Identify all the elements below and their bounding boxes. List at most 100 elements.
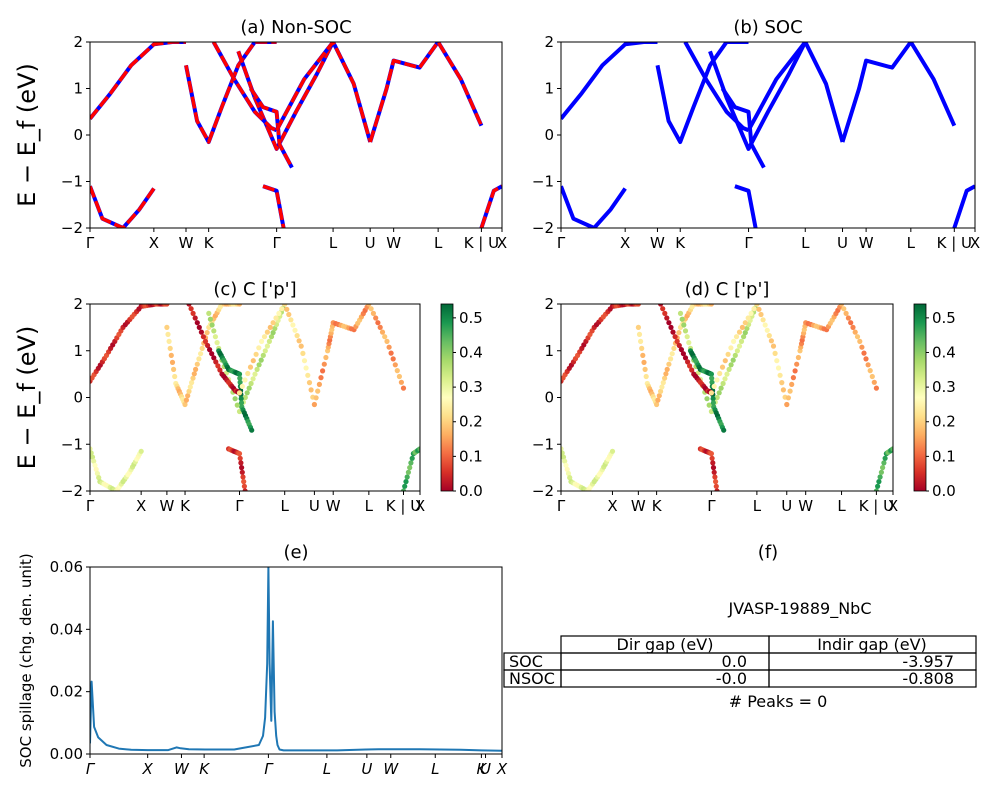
band-point (90, 450, 94, 456)
plot-area (90, 42, 502, 228)
band-point (188, 306, 194, 312)
band-line-0 (90, 42, 186, 120)
band-point (741, 334, 747, 340)
colorbar (913, 303, 927, 492)
band-point (196, 356, 202, 362)
band-point (662, 310, 668, 316)
band-point (709, 379, 715, 385)
band-point (202, 338, 209, 344)
band-point (270, 330, 276, 336)
band-point (714, 394, 720, 401)
colorbar-tick-label: 0.0 (932, 482, 956, 500)
band-point (207, 347, 213, 353)
band-point (562, 458, 568, 464)
x-tick-label: K (204, 234, 215, 252)
band-point (400, 385, 407, 391)
band-point (370, 310, 376, 316)
band-point (680, 351, 687, 357)
panel-c-projected: 210−1−2Γ X W K Γ L U W L K | UX(c) C ['p']E − E_f… (13, 279, 483, 515)
band-point (91, 458, 97, 464)
band-point (708, 451, 715, 457)
band-point (790, 375, 797, 381)
y-tick-label: 2 (73, 295, 83, 313)
band-point (256, 362, 262, 368)
material-id: JVASP-19889_NbC (727, 599, 871, 619)
band-point (772, 350, 778, 356)
x-tick-label: K | U (464, 234, 499, 252)
band-line-6 (746, 42, 845, 143)
band-point (709, 375, 715, 381)
colorbar (440, 303, 454, 492)
band-point (682, 355, 689, 361)
band-point (841, 306, 847, 312)
band-point (194, 361, 200, 367)
band-point (138, 448, 144, 454)
panel-title: (d) C ['p'] (685, 279, 770, 300)
band-point (774, 358, 780, 364)
band-point (682, 328, 689, 334)
band-point (708, 371, 715, 377)
band-point (294, 333, 300, 339)
y-tick-label: 0.02 (50, 683, 83, 701)
x-tick-label: K (199, 760, 210, 778)
band-point (190, 310, 196, 316)
band-point (394, 368, 400, 374)
band-point (775, 365, 782, 371)
band-point (90, 446, 93, 452)
peaks-count: # Peaks = 0 (729, 692, 828, 711)
band-point (564, 466, 570, 472)
y-tick-label: −1 (61, 435, 83, 453)
band-point (375, 320, 381, 326)
band-point (714, 377, 720, 383)
plot-frame (560, 303, 894, 492)
band-point (764, 327, 770, 333)
y-tick-label: −2 (61, 482, 83, 500)
band-point (373, 315, 379, 321)
band-point (323, 354, 329, 361)
band-point (754, 304, 760, 307)
x-tick-label: K | U (937, 234, 972, 252)
colorbar-tick-label: 0.5 (459, 309, 483, 327)
band-point (241, 479, 247, 485)
band-point (873, 488, 879, 491)
band-point (237, 375, 243, 381)
colorbar-tick-label: 0.3 (932, 378, 956, 396)
band-point (676, 330, 682, 336)
x-tick-label: X (149, 234, 159, 252)
band-point (248, 380, 254, 387)
band-point (236, 451, 243, 457)
band-point (198, 329, 204, 335)
x-tick-label: L (753, 497, 762, 515)
band-point (262, 348, 268, 354)
band-line-7 (840, 42, 957, 143)
band-point (305, 372, 311, 378)
band-point (386, 344, 392, 350)
band-point (865, 362, 871, 368)
band-point (852, 329, 858, 335)
band-point (308, 387, 314, 393)
band-point (716, 390, 722, 396)
y-tick-label: 0 (73, 126, 83, 144)
x-tick-label: W (859, 234, 874, 252)
band-point (731, 338, 737, 344)
panel-title: (e) (283, 542, 308, 563)
band-point (669, 351, 675, 357)
band-point (306, 380, 313, 386)
band-point (861, 350, 867, 356)
table-row-soc-dir: 0.0 (722, 652, 747, 671)
band-point (679, 316, 685, 322)
x-tick-label: L (801, 234, 810, 252)
band-point (212, 334, 218, 340)
band-point (609, 448, 616, 454)
band-point (284, 306, 290, 312)
band-point (643, 373, 649, 380)
y-tick-label: 1 (73, 342, 83, 360)
band-point (237, 455, 243, 461)
band-point (845, 315, 852, 321)
spillage-line (90, 567, 502, 752)
table-row-soc-indir: -3.957 (902, 652, 954, 671)
x-tick-label: L (365, 497, 374, 515)
x-tick-label: W (159, 497, 174, 515)
band-point (270, 320, 276, 326)
band-point (843, 310, 849, 316)
